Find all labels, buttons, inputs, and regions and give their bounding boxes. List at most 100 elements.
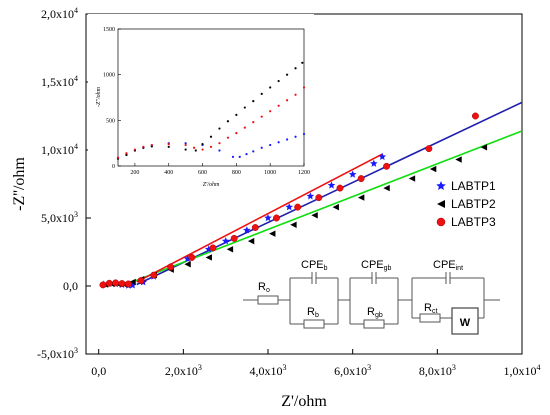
inset-data-point bbox=[245, 153, 248, 156]
inset-data-point bbox=[218, 127, 221, 130]
data-point bbox=[273, 214, 280, 222]
inset-data-point bbox=[125, 153, 128, 157]
resistor-symbol bbox=[363, 319, 385, 329]
cpeint-label: CPEint bbox=[433, 259, 463, 272]
data-point bbox=[269, 230, 276, 237]
inset-data-point bbox=[194, 149, 197, 152]
inset-x-axis-title: Z'/ohm bbox=[203, 182, 220, 188]
data-point bbox=[99, 281, 107, 289]
inset-x-tick-label: 800 bbox=[232, 170, 241, 176]
y-tick-label: -5,0x103 bbox=[37, 346, 78, 361]
data-point bbox=[348, 170, 357, 178]
x-tick-label: 0,0 bbox=[91, 364, 106, 378]
main-markers bbox=[99, 112, 488, 289]
data-point bbox=[205, 254, 212, 261]
warburg-label: W bbox=[460, 317, 471, 329]
inset-data-point bbox=[184, 142, 187, 145]
data-point bbox=[124, 280, 132, 288]
data-point bbox=[264, 214, 272, 222]
inset-data-point bbox=[218, 142, 221, 145]
inset-y-tick-label: 0 bbox=[112, 164, 115, 170]
inset-data-point bbox=[277, 79, 280, 83]
data-point bbox=[230, 234, 238, 242]
inset-data-point bbox=[235, 113, 238, 116]
data-point bbox=[455, 156, 462, 163]
inset-y-tick-label: 500 bbox=[106, 118, 115, 124]
data-point bbox=[332, 203, 339, 211]
data-point bbox=[471, 112, 479, 120]
inset-axis-ticks: 200 400 600 800 1000 1200 0 500 1000 1500 bbox=[103, 27, 310, 176]
fit-lines bbox=[132, 101, 523, 286]
inset-data-point bbox=[269, 86, 272, 89]
data-point bbox=[226, 246, 234, 253]
data-point bbox=[327, 181, 336, 189]
data-point bbox=[290, 221, 297, 228]
legend-item-labtp3: LABTP3 bbox=[436, 215, 496, 229]
legend-label: LABTP1 bbox=[451, 179, 496, 193]
inset-x-tick-label: 1200 bbox=[298, 170, 310, 176]
legend-item-labtp2: LABTP2 bbox=[437, 197, 496, 211]
data-point bbox=[137, 277, 145, 285]
inset-data-point bbox=[285, 138, 289, 141]
inset-data-point bbox=[269, 143, 272, 147]
inset-x-tick-label: 200 bbox=[130, 170, 139, 176]
rct-label: Rct bbox=[424, 302, 437, 315]
legend-marker bbox=[436, 181, 446, 191]
inset-markers bbox=[116, 61, 306, 160]
inset-data-point bbox=[209, 135, 213, 138]
x-tick-label: 1,0x104 bbox=[504, 363, 541, 378]
x-tick-label: 2,0x103 bbox=[165, 363, 202, 378]
inset-data-point bbox=[302, 132, 306, 136]
x-tick-label: 4,0x103 bbox=[250, 363, 287, 378]
inset-data-point bbox=[201, 148, 204, 151]
inset-data-point bbox=[260, 115, 263, 118]
inset-data-point bbox=[231, 155, 235, 158]
data-point bbox=[357, 194, 365, 201]
x-axis-title: Z'/ohm bbox=[281, 393, 327, 410]
inset-data-point bbox=[301, 61, 304, 64]
inset-data-point bbox=[116, 156, 120, 159]
inset-data-point bbox=[209, 145, 213, 148]
y-tick-label: 1,0x104 bbox=[41, 142, 78, 157]
data-point bbox=[315, 194, 323, 202]
data-point bbox=[294, 203, 302, 211]
fit-line-labtp1 bbox=[136, 101, 523, 286]
data-point bbox=[357, 175, 365, 183]
inset-data-point bbox=[294, 67, 297, 70]
data-point bbox=[247, 237, 255, 245]
y-tick-label: 5,0x103 bbox=[41, 210, 78, 225]
inset-data-point bbox=[269, 110, 272, 113]
data-point bbox=[150, 271, 158, 279]
resistor-symbol bbox=[419, 313, 441, 323]
data-point bbox=[118, 280, 126, 288]
y-tick-label: 1,5x104 bbox=[41, 74, 78, 89]
inset-frame bbox=[117, 28, 305, 167]
x-tick-label: 6,0x103 bbox=[334, 363, 371, 378]
inset-data-point bbox=[260, 146, 263, 149]
inset-data-point bbox=[285, 73, 289, 76]
inset-data-point bbox=[184, 148, 187, 151]
inset-data-point bbox=[226, 120, 230, 123]
inset-data-point bbox=[277, 141, 280, 144]
r0-label: Ro bbox=[258, 281, 270, 294]
inset-data-point bbox=[277, 104, 280, 107]
inset-data-point bbox=[238, 155, 241, 158]
data-point bbox=[243, 226, 251, 234]
data-point bbox=[370, 159, 378, 167]
y-tick-label: 2,0x104 bbox=[41, 6, 78, 21]
y-tick-label: 0,0 bbox=[63, 279, 78, 293]
axis-ticks: 0,0 2,0x103 4,0x103 6,0x103 8,0x103 1,0x104 -5… bbox=[37, 6, 541, 378]
data-point bbox=[383, 162, 390, 170]
cpeb-label: CPEb bbox=[301, 259, 328, 272]
inset-y-tick-label: 1000 bbox=[103, 73, 115, 79]
data-point bbox=[408, 175, 416, 182]
inset-data-point bbox=[167, 142, 170, 146]
inset-data-point bbox=[302, 86, 306, 89]
equivalent-circuit: Ro CPEb Rb CPEgb Rgb CPEint W Rct bbox=[243, 259, 500, 335]
inset-y-axis-title: -Z''/ohm bbox=[96, 86, 102, 107]
inset-data-point bbox=[294, 93, 297, 96]
fit-line-labtp2 bbox=[132, 130, 523, 283]
inset-background bbox=[88, 14, 314, 176]
inset-data-point bbox=[218, 149, 221, 152]
